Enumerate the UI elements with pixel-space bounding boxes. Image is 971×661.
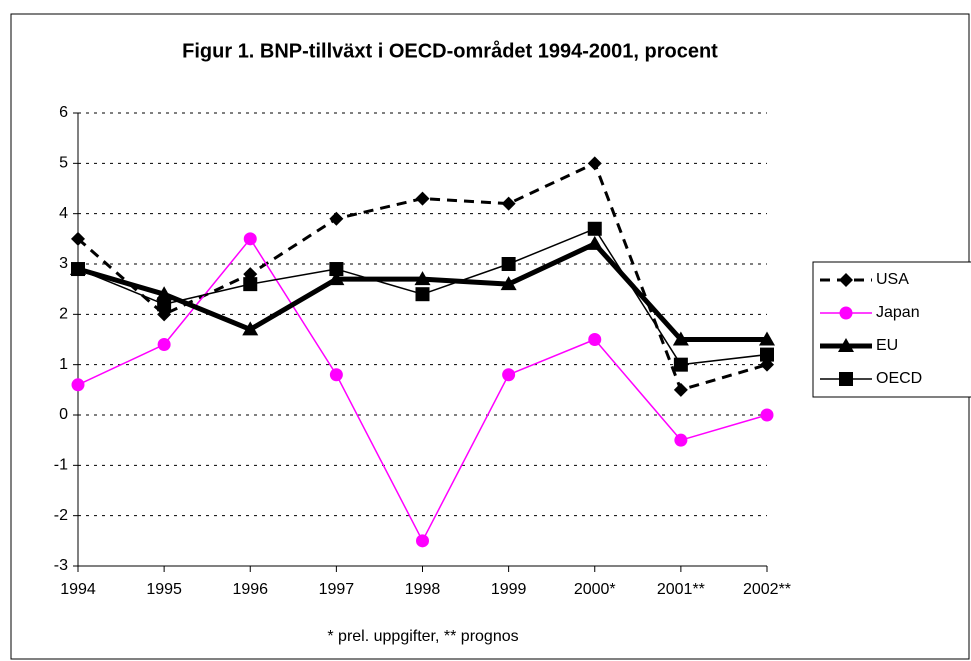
x-tick-label: 1996 <box>232 581 268 598</box>
point <box>673 382 688 397</box>
point <box>71 231 85 246</box>
point <box>501 257 516 271</box>
x-tick-label: 2002** <box>743 581 791 598</box>
point <box>759 331 775 346</box>
footnote: * prel. uppgifter, ** prognos <box>327 628 518 645</box>
y-tick-label: -2 <box>54 507 68 524</box>
legend-marker <box>839 273 853 287</box>
x-tick-label: 1995 <box>146 581 182 598</box>
point <box>416 534 429 548</box>
point <box>673 357 688 372</box>
point <box>760 347 774 362</box>
chart-title: Figur 1. BNP-tillväxt i OECD-området 199… <box>182 39 718 62</box>
point <box>242 321 259 336</box>
point <box>502 368 516 382</box>
point <box>588 333 602 346</box>
point <box>71 262 85 277</box>
x-tick-label: 2000* <box>574 581 616 598</box>
point <box>71 378 85 392</box>
y-tick-label: 5 <box>59 155 68 172</box>
point <box>328 271 345 286</box>
y-tick-label: 4 <box>59 205 68 222</box>
legend-marker <box>839 372 853 386</box>
y-tick-label: -1 <box>54 457 68 474</box>
point <box>501 196 516 211</box>
y-tick-label: 3 <box>59 255 68 272</box>
point <box>586 235 603 250</box>
point <box>157 297 172 312</box>
y-tick-label: 6 <box>59 104 68 121</box>
y-tick-label: 0 <box>59 406 68 423</box>
point <box>243 277 258 292</box>
x-tick-label: 1999 <box>491 581 527 598</box>
legend-label: OECD <box>876 370 922 387</box>
point <box>587 221 602 236</box>
legend-marker <box>838 338 854 352</box>
x-tick-label: 1994 <box>60 581 96 598</box>
point <box>672 331 689 346</box>
point <box>156 286 173 301</box>
legend-marker <box>839 306 853 320</box>
y-tick-label: 2 <box>59 306 68 323</box>
point <box>415 287 430 302</box>
point <box>243 232 257 246</box>
legend-label: Japan <box>876 304 920 321</box>
point <box>329 262 344 277</box>
y-tick-label: 1 <box>59 356 68 373</box>
point <box>414 271 431 286</box>
point <box>329 211 344 226</box>
point <box>587 156 602 171</box>
point <box>329 368 343 382</box>
x-tick-label: 1997 <box>319 581 355 598</box>
x-tick-label: 1998 <box>405 581 441 598</box>
point <box>500 276 517 291</box>
point <box>415 191 430 206</box>
legend-label: EU <box>876 337 898 354</box>
legend-label: USA <box>876 271 909 288</box>
point <box>674 433 688 447</box>
y-tick-label: -3 <box>54 557 68 574</box>
point <box>760 408 774 422</box>
point <box>157 338 171 352</box>
x-tick-label: 2001** <box>657 581 705 598</box>
